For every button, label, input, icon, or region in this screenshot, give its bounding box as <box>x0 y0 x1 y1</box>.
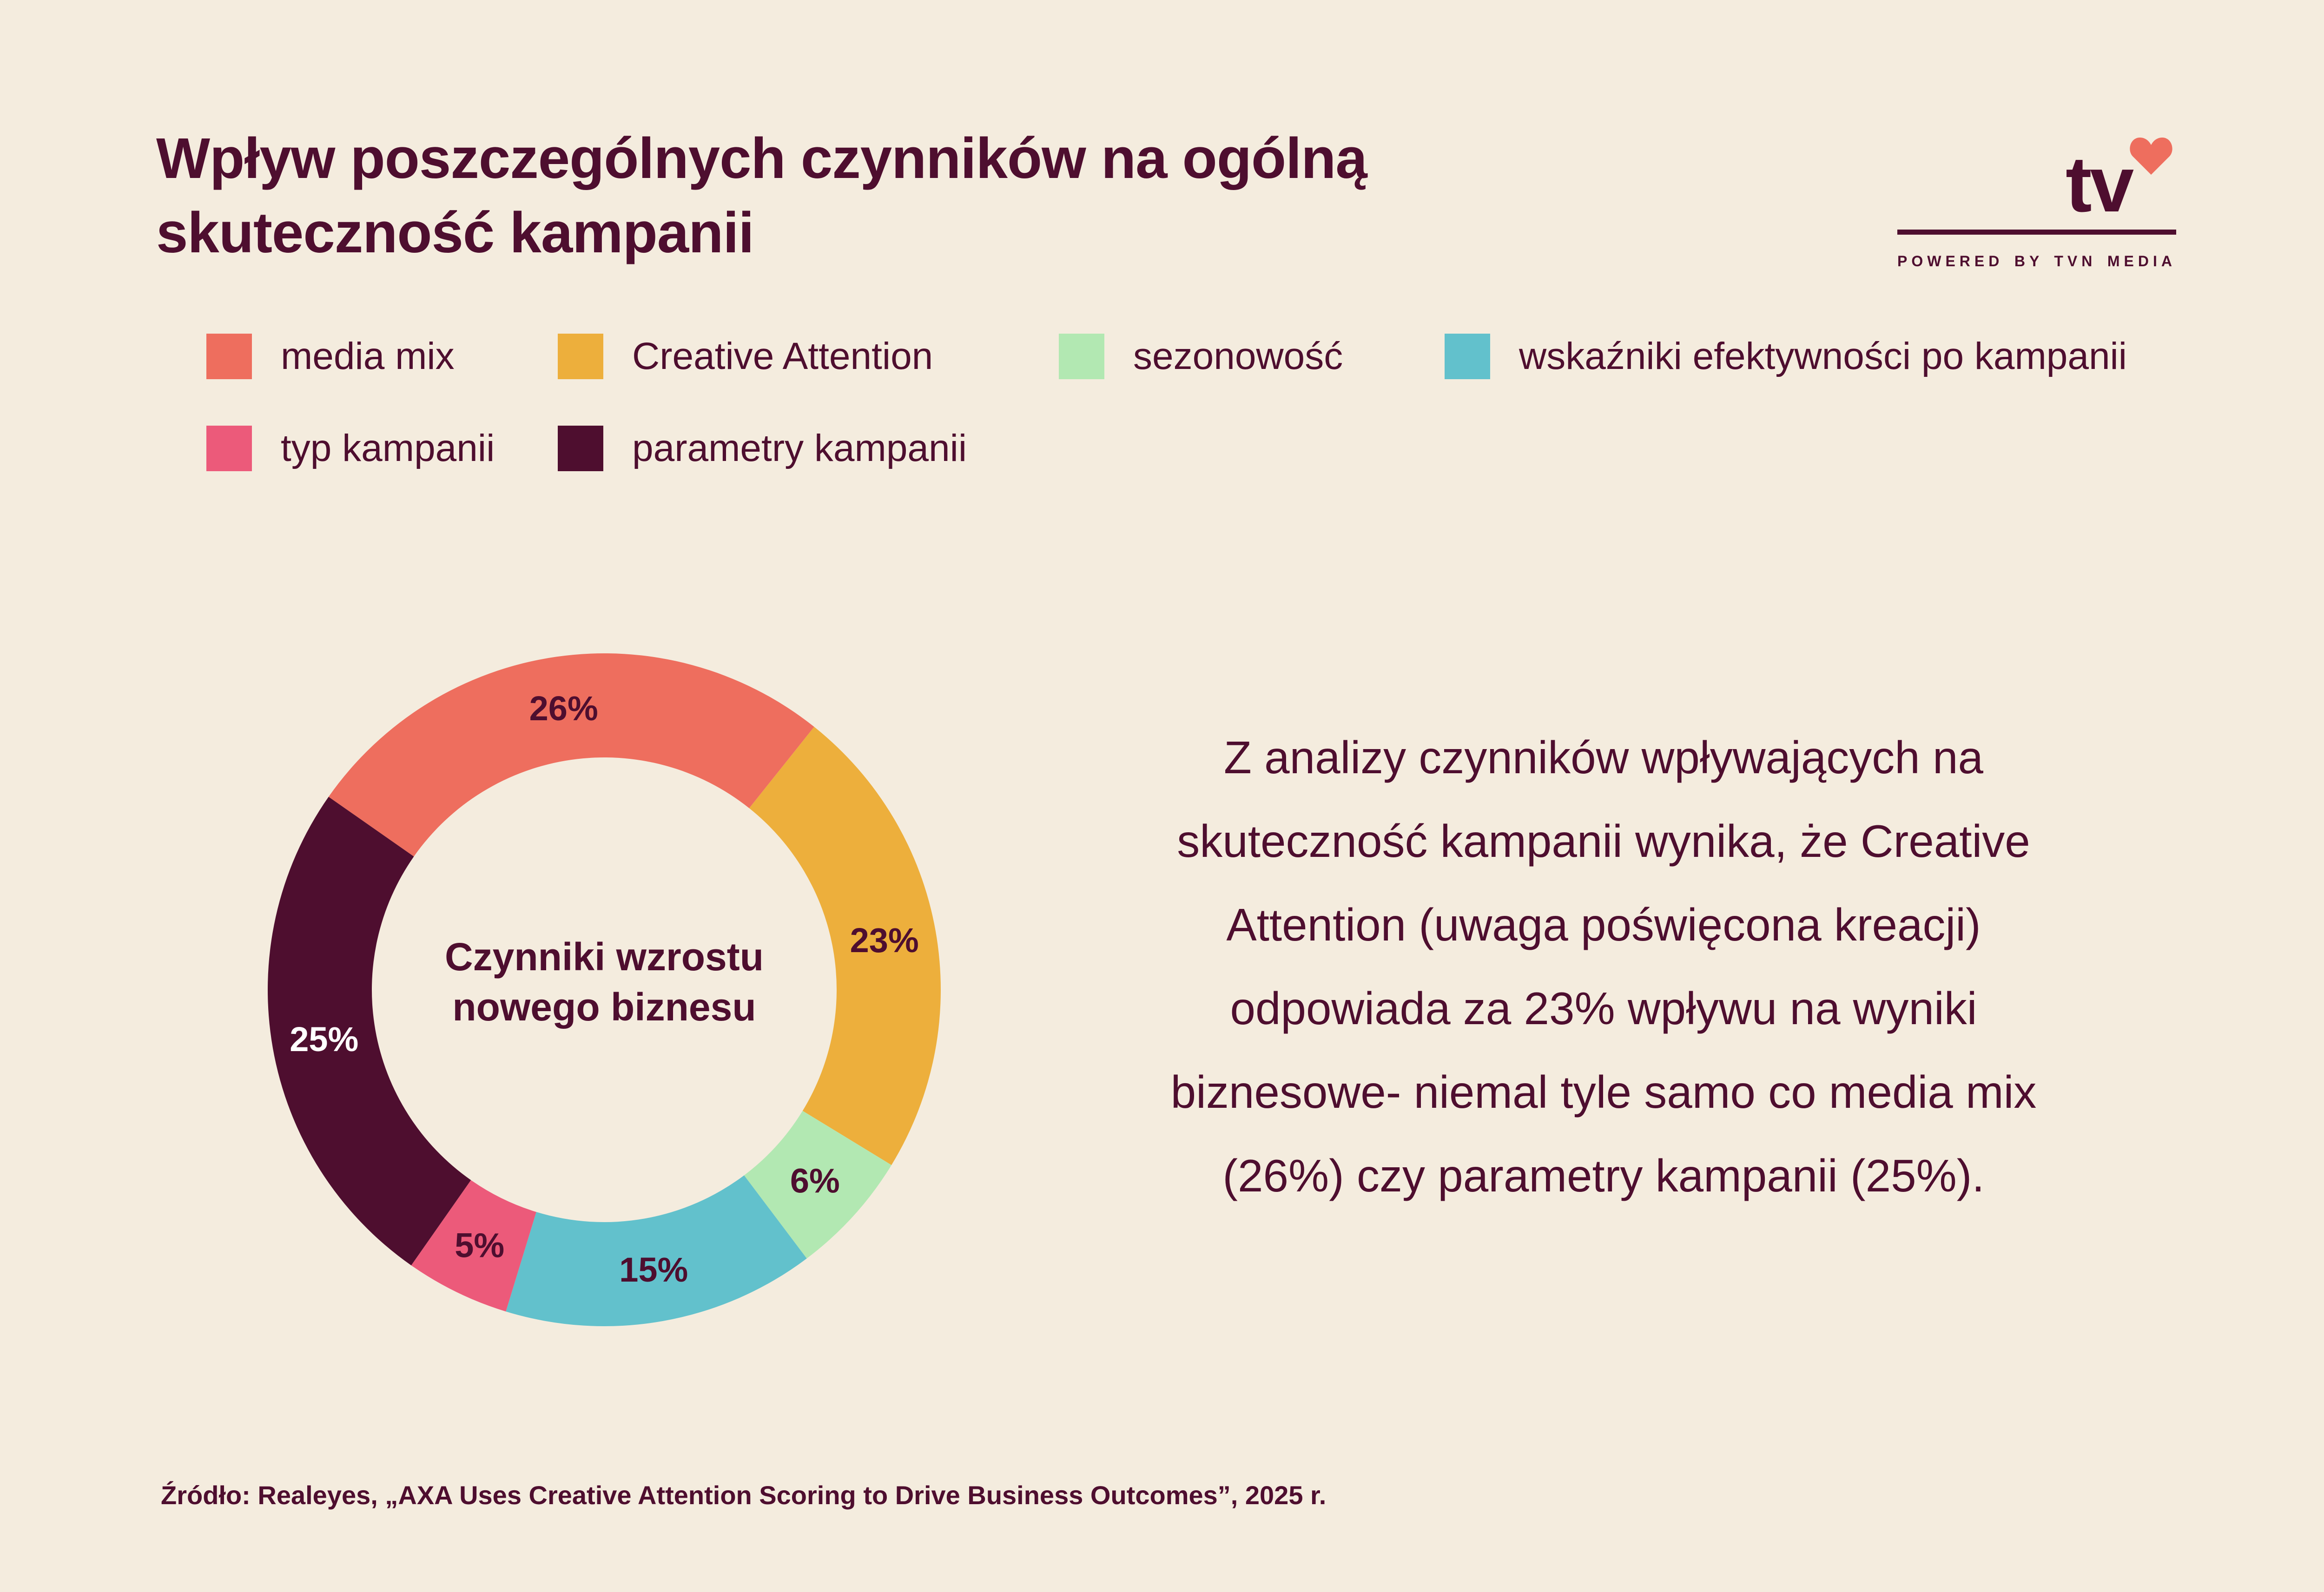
logo-tagline: POWERED BY TVN MEDIA <box>1897 253 2176 270</box>
slice-value-label: 15% <box>619 1250 688 1289</box>
slice-value-label: 25% <box>290 1020 358 1059</box>
slice-value-label: 26% <box>529 689 598 728</box>
legend-swatch <box>558 334 603 379</box>
legend-swatch <box>1059 334 1104 379</box>
legend-item-wskazniki: wskaźniki efektywności po kampanii <box>1445 334 2127 379</box>
slice-value-label: 6% <box>790 1162 840 1200</box>
legend-item-creative-attention: Creative Attention <box>558 334 933 379</box>
brand-logo: tv POWERED BY TVN MEDIA <box>1897 126 2176 275</box>
donut-slice <box>749 727 941 1165</box>
description-line: Z analizy czynników wpływających na <box>1224 732 1983 783</box>
description-line: skuteczność kampanii wynika, że Creative <box>1177 816 2030 867</box>
donut-slice <box>744 1111 891 1259</box>
legend-swatch <box>1445 334 1490 379</box>
donut-chart: 26% 23% 6% 15% 5% 25% Czynniki wzrostu nowego… <box>268 653 941 1327</box>
legend-label: Creative Attention <box>632 335 933 377</box>
description-line: odpowiada za 23% wpływu na wyniki <box>1230 983 1977 1034</box>
description-line: (26%) czy parametry kampanii (25%). <box>1222 1150 1985 1201</box>
donut-slice-labels: 26% 23% 6% 15% 5% 25% <box>290 689 919 1289</box>
center-label-line-1: Czynniki wzrostu <box>445 935 764 979</box>
legend-label: media mix <box>281 335 455 377</box>
legend-swatch <box>206 334 252 379</box>
legend-item-typ-kampanii: typ kampanii <box>206 426 495 471</box>
legend-label: sezonowość <box>1133 335 1343 377</box>
donut-slice <box>411 1180 536 1312</box>
legend-swatch <box>558 426 603 471</box>
source-note: Źródło: Realeyes, „AXA Uses Creative Att… <box>161 1480 1327 1510</box>
description-text: Z analizy czynników wpływających na skut… <box>1083 716 2124 1217</box>
page-title: Wpływ poszczególnych czynników na ogólną… <box>156 122 1551 270</box>
description-line: biznesowe- niemal tyle samo co media mix <box>1170 1066 2037 1118</box>
slice-value-label: 23% <box>850 921 919 960</box>
legend-label: wskaźniki efektywności po kampanii <box>1519 335 2127 377</box>
legend-swatch <box>206 426 252 471</box>
legend-item-sezonowosc: sezonowość <box>1059 334 1343 379</box>
title-line-2: skuteczność kampanii <box>156 201 754 265</box>
slice-value-label: 5% <box>455 1226 504 1265</box>
legend-item-media-mix: media mix <box>206 334 455 379</box>
center-label-line-2: nowego biznesu <box>452 985 756 1029</box>
legend-label: typ kampanii <box>281 427 495 469</box>
donut-slices <box>268 653 941 1327</box>
title-line-1: Wpływ poszczególnych czynników na ogólną <box>156 127 1367 191</box>
donut-slice <box>506 1175 807 1327</box>
donut-slice <box>328 653 814 857</box>
heart-icon <box>2130 138 2172 175</box>
legend-label: parametry kampanii <box>632 427 967 469</box>
logo-brand-text: tv <box>2066 140 2134 229</box>
logo-underline <box>1897 230 2176 235</box>
donut-slice <box>268 796 471 1266</box>
legend-item-parametry-kampanii: parametry kampanii <box>558 426 967 471</box>
description-line: Attention (uwaga poświęcona kreacji) <box>1226 899 1981 950</box>
